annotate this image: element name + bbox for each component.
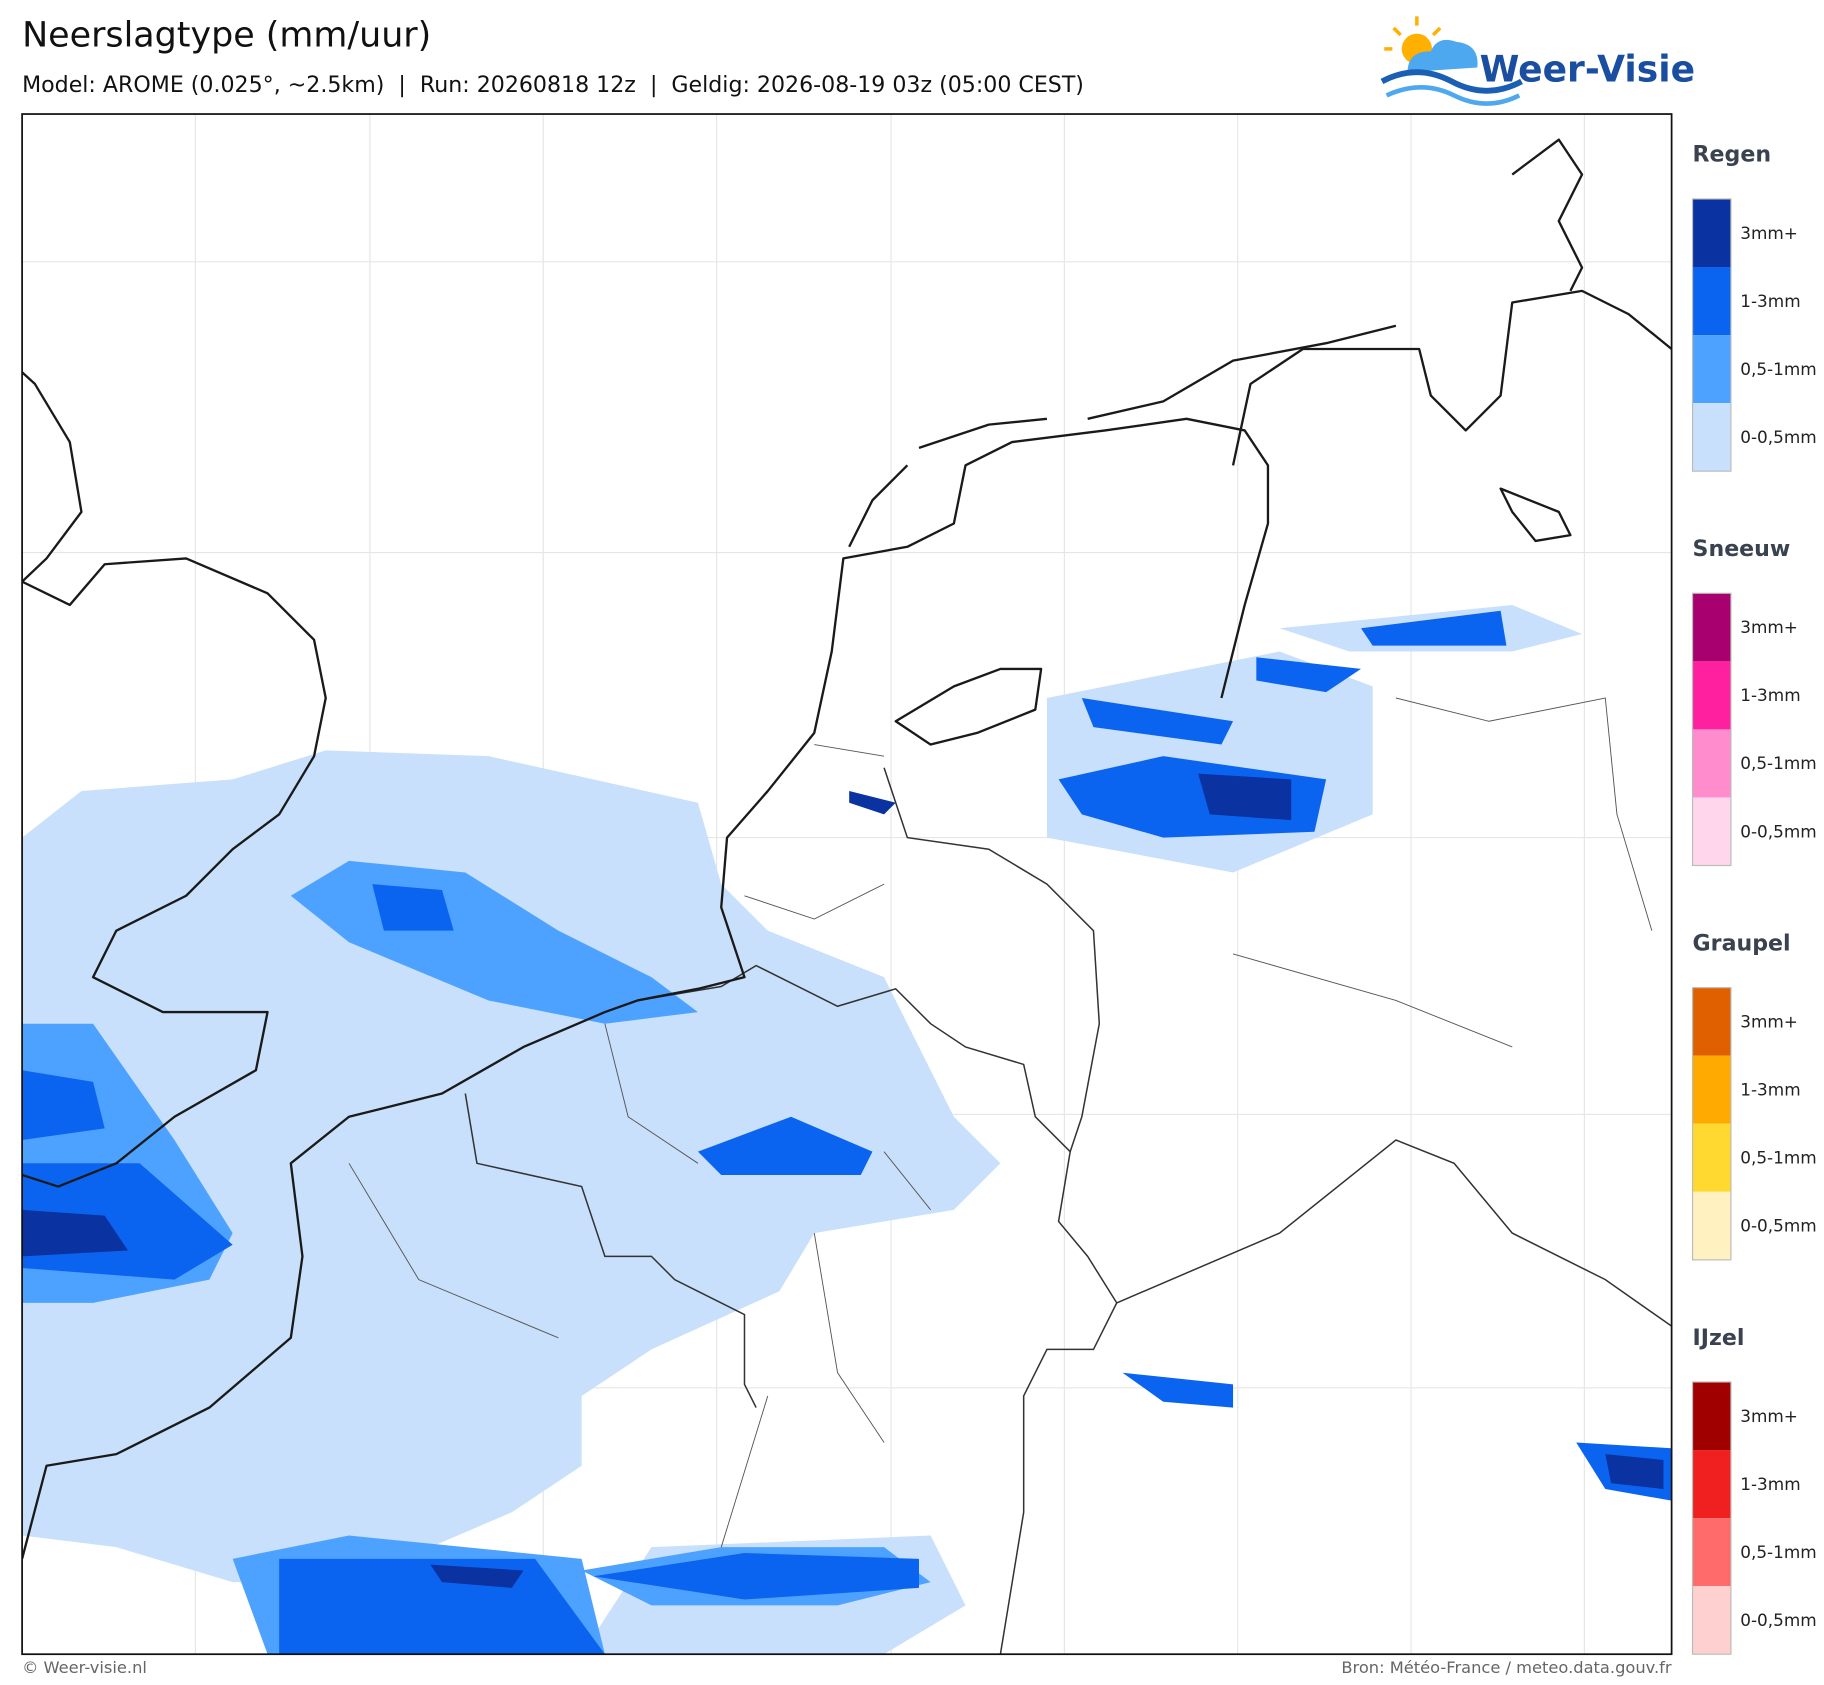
- legend-swatch: [1692, 1382, 1731, 1451]
- legend: Regen 3mm+ 1-3mm 0,5-1mm 0-0,5mm Sneeuw 3mm+ 1-…: [1691, 142, 1817, 1655]
- legend-swatch: [1692, 335, 1731, 404]
- legend-frame: [1691, 198, 1732, 472]
- footer-credit: © Weer-visie.nl: [22, 1658, 147, 1677]
- legend-swatch: [1692, 403, 1731, 472]
- legend-label: 0-0,5mm: [1740, 1610, 1816, 1630]
- legend-label: 0-0,5mm: [1740, 1216, 1816, 1236]
- legend-label: 1-3mm: [1740, 1474, 1800, 1494]
- legend-swatch: [1692, 797, 1731, 866]
- logo: Weer-Visie: [1380, 16, 1695, 106]
- legend-label: 1-3mm: [1740, 1080, 1800, 1100]
- legend-label: 3mm+: [1740, 617, 1798, 637]
- legend-swatch: [1692, 1191, 1731, 1260]
- legend-frame: [1691, 987, 1732, 1261]
- legend-label: 0-0,5mm: [1740, 821, 1816, 841]
- legend-label: 1-3mm: [1740, 291, 1800, 311]
- borders: [348, 697, 1672, 1655]
- legend-swatch: [1692, 1055, 1731, 1124]
- subtitle: Model: AROME (0.025°, ~2.5km) | Run: 202…: [22, 72, 1084, 98]
- legend-title: Regen: [1693, 142, 1772, 168]
- legend-label: 3mm+: [1740, 223, 1798, 243]
- logo-text: Weer-Visie: [1480, 48, 1695, 90]
- legend-swatch: [1692, 267, 1731, 336]
- precipitation: [22, 604, 1672, 1655]
- legend-frame: [1691, 1381, 1732, 1655]
- legend-frame: [1691, 592, 1732, 867]
- legend-swatch: [1692, 729, 1731, 798]
- title: Neerslagtype (mm/uur): [22, 16, 431, 56]
- legend-swatch: [1692, 198, 1731, 268]
- coastlines: [22, 138, 1672, 1560]
- legend-label: 0,5-1mm: [1740, 1148, 1816, 1168]
- legend-swatch: [1692, 1123, 1731, 1192]
- legend-label: 0,5-1mm: [1740, 753, 1816, 773]
- legend-swatch: [1692, 661, 1731, 730]
- legend-swatch: [1692, 1518, 1731, 1587]
- legend-swatch: [1692, 1586, 1731, 1655]
- legend-label: 0,5-1mm: [1740, 1542, 1816, 1562]
- legend-title: Sneeuw: [1693, 536, 1791, 562]
- legend-label: 0,5-1mm: [1740, 359, 1816, 379]
- legend-label: 3mm+: [1740, 1011, 1798, 1031]
- legend-title: Graupel: [1693, 930, 1791, 956]
- legend-label: 1-3mm: [1740, 685, 1800, 705]
- legend-swatch: [1692, 987, 1731, 1056]
- legend-label: 3mm+: [1740, 1406, 1798, 1426]
- footer-source: Bron: Météo-France / meteo.data.gouv.fr: [1341, 1658, 1672, 1677]
- legend-swatch: [1692, 1450, 1731, 1519]
- legend-label: 0-0,5mm: [1740, 427, 1816, 447]
- legend-swatch: [1692, 593, 1731, 662]
- map: [21, 113, 1673, 1656]
- legend-title: IJzel: [1693, 1325, 1745, 1351]
